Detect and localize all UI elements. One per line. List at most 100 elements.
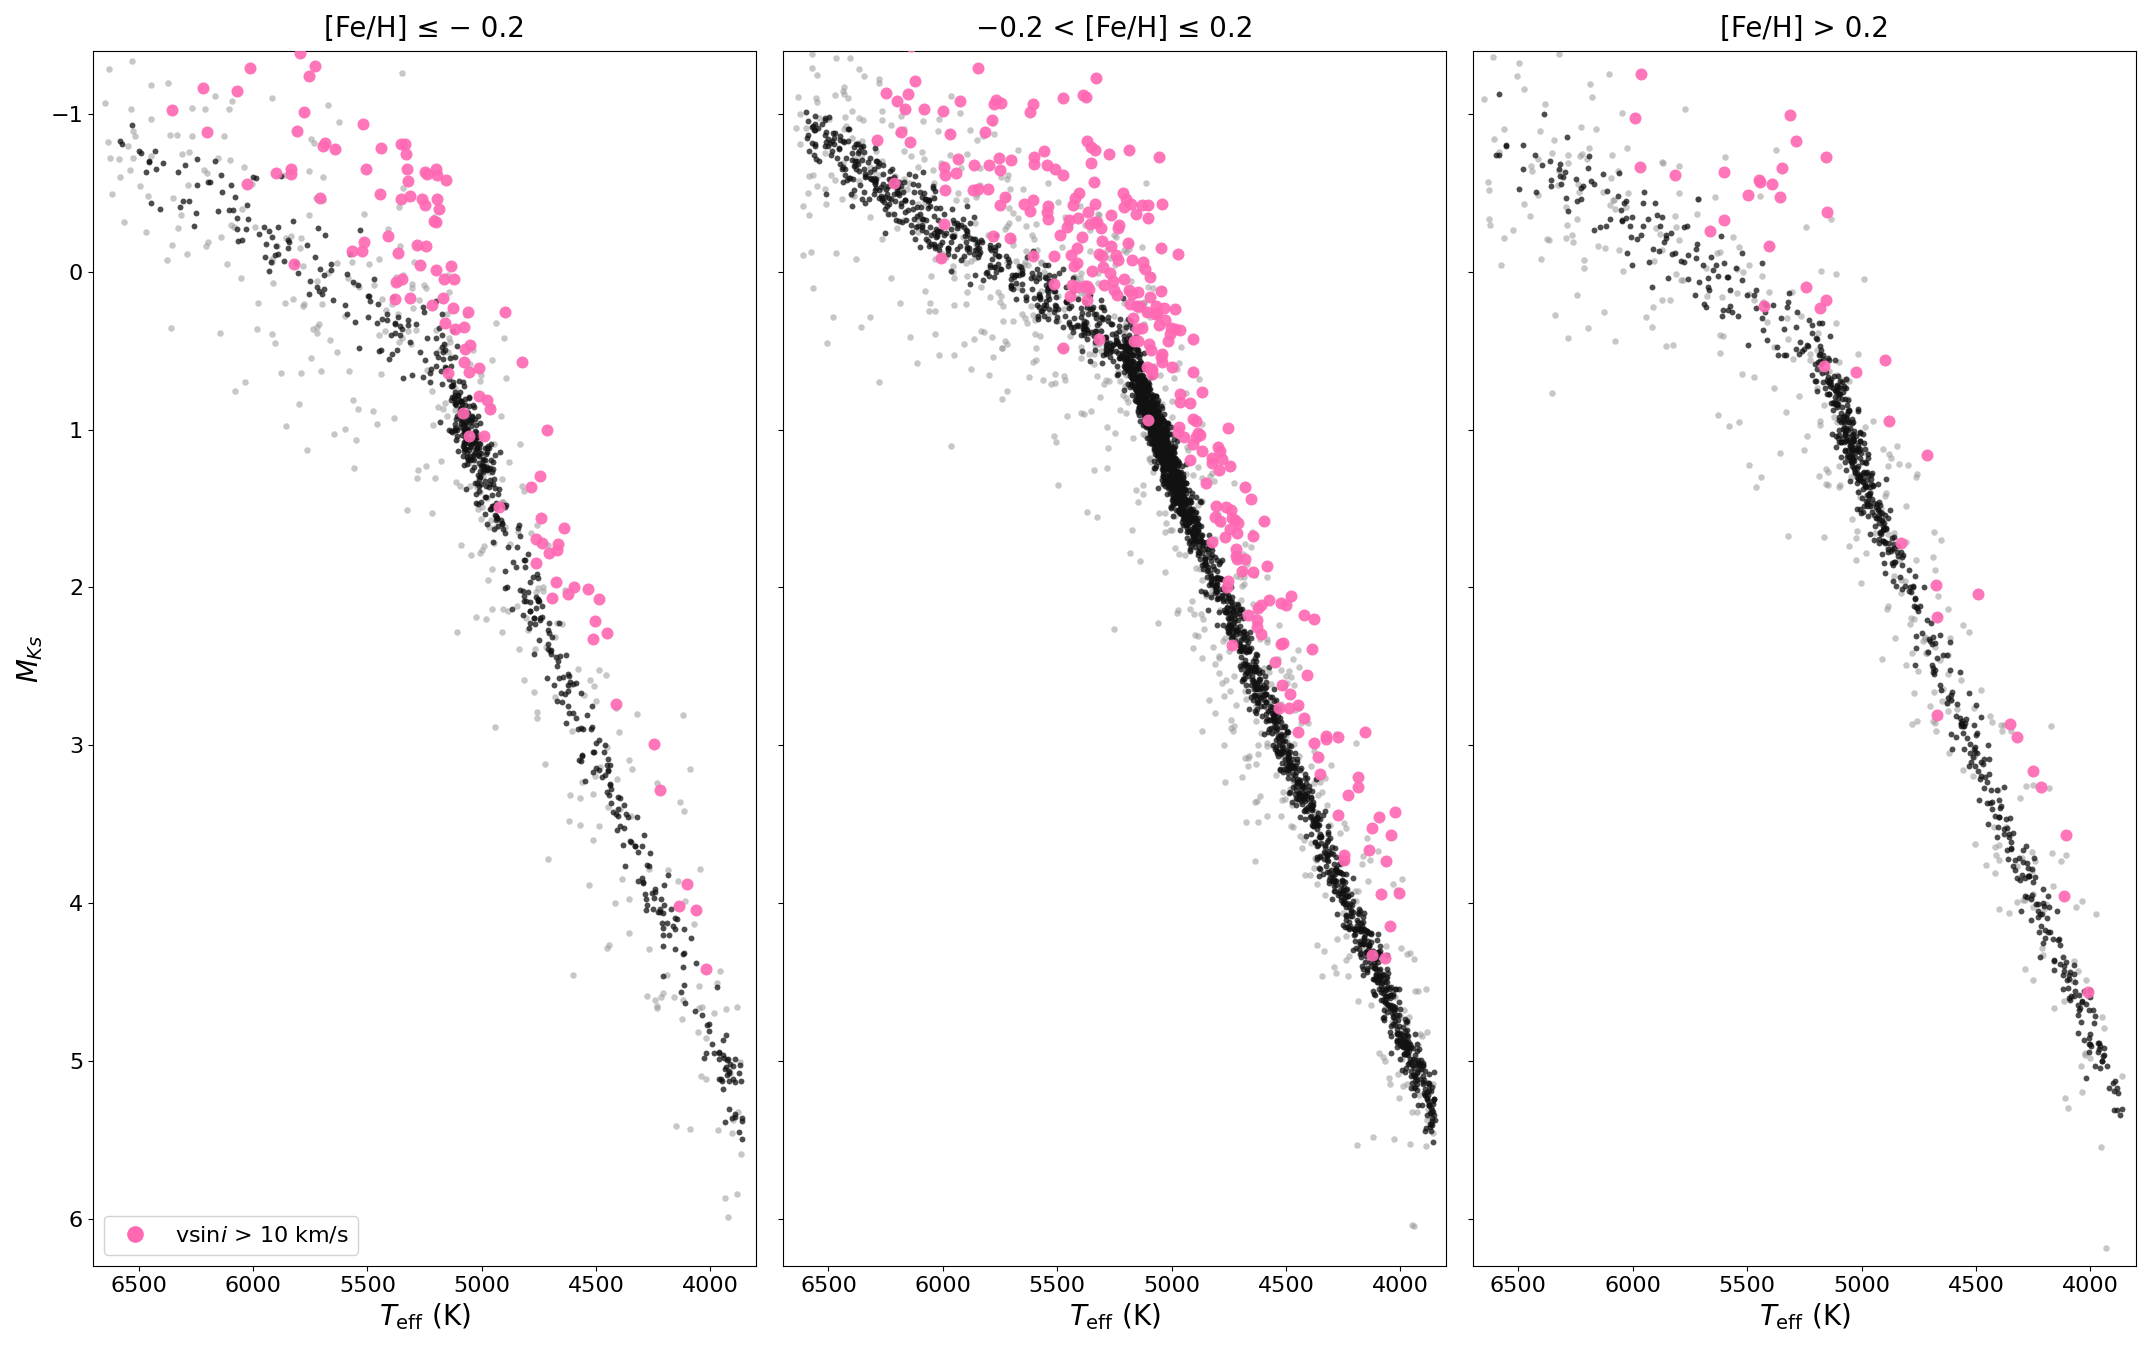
Point bbox=[1020, 295, 1054, 317]
Point bbox=[725, 1144, 759, 1165]
Point bbox=[1202, 440, 1237, 462]
Point bbox=[1577, 174, 1611, 195]
Point bbox=[977, 256, 1011, 277]
Point bbox=[1108, 376, 1142, 397]
Point bbox=[1833, 423, 1867, 445]
Point bbox=[258, 244, 293, 265]
Point bbox=[1282, 769, 1316, 791]
Point bbox=[656, 916, 690, 938]
Point bbox=[1260, 648, 1295, 669]
Point bbox=[2033, 777, 2067, 799]
Point bbox=[1747, 319, 1781, 341]
Point bbox=[2091, 1055, 2125, 1076]
Point bbox=[1138, 393, 1172, 415]
Point bbox=[166, 190, 200, 211]
Point bbox=[1155, 453, 1190, 474]
Point bbox=[1020, 308, 1054, 330]
Point bbox=[684, 858, 718, 880]
Point bbox=[1626, 182, 1661, 203]
Point bbox=[1146, 457, 1181, 478]
Point bbox=[123, 175, 157, 197]
Point bbox=[847, 141, 882, 163]
Point bbox=[1383, 1024, 1418, 1045]
Point bbox=[1805, 352, 1839, 373]
Point bbox=[1248, 684, 1282, 706]
Point bbox=[439, 471, 473, 493]
Point bbox=[1136, 415, 1170, 436]
Point bbox=[1136, 399, 1170, 420]
Point bbox=[1269, 725, 1304, 746]
Point bbox=[1291, 783, 1325, 804]
Point bbox=[549, 644, 583, 665]
Point bbox=[1402, 1084, 1437, 1106]
Point bbox=[1837, 458, 1871, 480]
Point bbox=[2026, 892, 2061, 913]
Point bbox=[1127, 393, 1162, 415]
Point bbox=[1925, 644, 1960, 665]
Point bbox=[1166, 504, 1200, 525]
Point bbox=[1549, 187, 1583, 209]
Point bbox=[611, 750, 645, 772]
Point bbox=[1680, 247, 1714, 268]
Point bbox=[1340, 1134, 1374, 1156]
Point bbox=[1123, 343, 1157, 365]
Point bbox=[1181, 509, 1215, 531]
Point bbox=[983, 259, 1017, 280]
Point bbox=[1323, 854, 1357, 876]
Point bbox=[1828, 440, 1863, 462]
Point bbox=[1912, 695, 1947, 717]
Point bbox=[1364, 966, 1398, 987]
Point bbox=[1241, 744, 1276, 765]
Point bbox=[1166, 498, 1200, 520]
Point bbox=[447, 420, 482, 442]
Point bbox=[1796, 314, 1831, 335]
Point bbox=[1252, 661, 1286, 683]
Point bbox=[1835, 455, 1869, 477]
Point bbox=[1121, 342, 1155, 364]
Point bbox=[1415, 1076, 1450, 1098]
Point bbox=[1304, 832, 1338, 854]
Point bbox=[1336, 905, 1370, 927]
Point bbox=[1267, 723, 1301, 745]
Point bbox=[901, 216, 936, 237]
Point bbox=[2009, 776, 2043, 797]
Point bbox=[1123, 377, 1157, 399]
Point bbox=[650, 859, 684, 881]
Point bbox=[439, 377, 473, 399]
Point bbox=[1078, 303, 1112, 325]
Point bbox=[1166, 489, 1200, 511]
Point bbox=[265, 166, 299, 187]
Point bbox=[1131, 370, 1166, 392]
Point bbox=[409, 236, 443, 257]
Point bbox=[305, 136, 340, 158]
Point bbox=[1835, 439, 1869, 461]
Point bbox=[1088, 369, 1123, 391]
Point bbox=[1813, 370, 1848, 392]
Point bbox=[1153, 473, 1187, 494]
Point bbox=[1037, 265, 1071, 287]
Point bbox=[1828, 422, 1863, 443]
Point bbox=[1284, 793, 1319, 815]
Point bbox=[1243, 628, 1278, 649]
Point bbox=[1123, 358, 1157, 380]
Point bbox=[693, 1014, 727, 1036]
Point bbox=[1127, 387, 1162, 408]
Point bbox=[1095, 334, 1129, 356]
Point bbox=[1256, 709, 1291, 730]
Point bbox=[1658, 242, 1693, 264]
Point bbox=[1269, 665, 1304, 687]
Point bbox=[1471, 171, 1506, 193]
Point bbox=[226, 156, 260, 178]
Point bbox=[1936, 738, 1970, 760]
Point bbox=[1362, 951, 1396, 973]
Point bbox=[1144, 440, 1179, 462]
Point bbox=[1990, 818, 2024, 839]
Point bbox=[1349, 920, 1383, 942]
Point bbox=[1177, 531, 1211, 552]
Point bbox=[1159, 478, 1194, 500]
Point bbox=[1250, 628, 1284, 649]
Point bbox=[1127, 400, 1162, 422]
Point bbox=[1349, 722, 1383, 744]
Point bbox=[458, 428, 493, 450]
Point bbox=[1000, 276, 1035, 298]
